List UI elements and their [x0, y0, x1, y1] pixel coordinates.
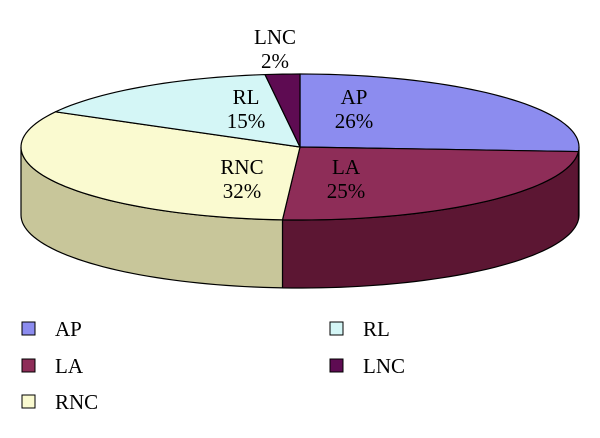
legend-label-rl: RL: [363, 317, 390, 341]
pie-slice-rl: [54, 73, 301, 148]
pie-sides: [20, 146, 580, 289]
pie-slice-lnc: [264, 73, 301, 148]
pie-tops: [20, 73, 580, 221]
slice-label-name-rnc: RNC: [220, 155, 263, 179]
legend: AP RL LA LNC RNC: [21, 317, 405, 414]
legend-swatch-la: [21, 358, 36, 373]
legend-label-ap: AP: [55, 317, 82, 341]
slice-label-value-lnc: 2%: [261, 49, 289, 73]
legend-swatch-ap: [21, 321, 36, 336]
pie-slice-rnc: [20, 111, 301, 221]
legend-swatch-rnc: [21, 394, 36, 409]
pie-slice-la: [281, 146, 580, 221]
slice-label-value-ap: 26%: [335, 109, 374, 133]
legend-swatch-rl: [329, 321, 344, 336]
legend-label-rnc: RNC: [55, 390, 98, 414]
slice-label-name-rl: RL: [233, 85, 260, 109]
slice-label-name-lnc: LNC: [254, 25, 296, 49]
pie-slice-ap: [299, 73, 580, 153]
slice-label-value-rl: 15%: [227, 109, 266, 133]
legend-swatch-lnc: [329, 358, 344, 373]
slice-label-name-la: LA: [332, 155, 361, 179]
legend-label-la: LA: [55, 354, 84, 378]
slice-label-name-ap: AP: [341, 85, 368, 109]
slice-label-value-la: 25%: [327, 179, 366, 203]
slice-label-value-rnc: 32%: [223, 179, 262, 203]
legend-label-lnc: LNC: [363, 354, 405, 378]
